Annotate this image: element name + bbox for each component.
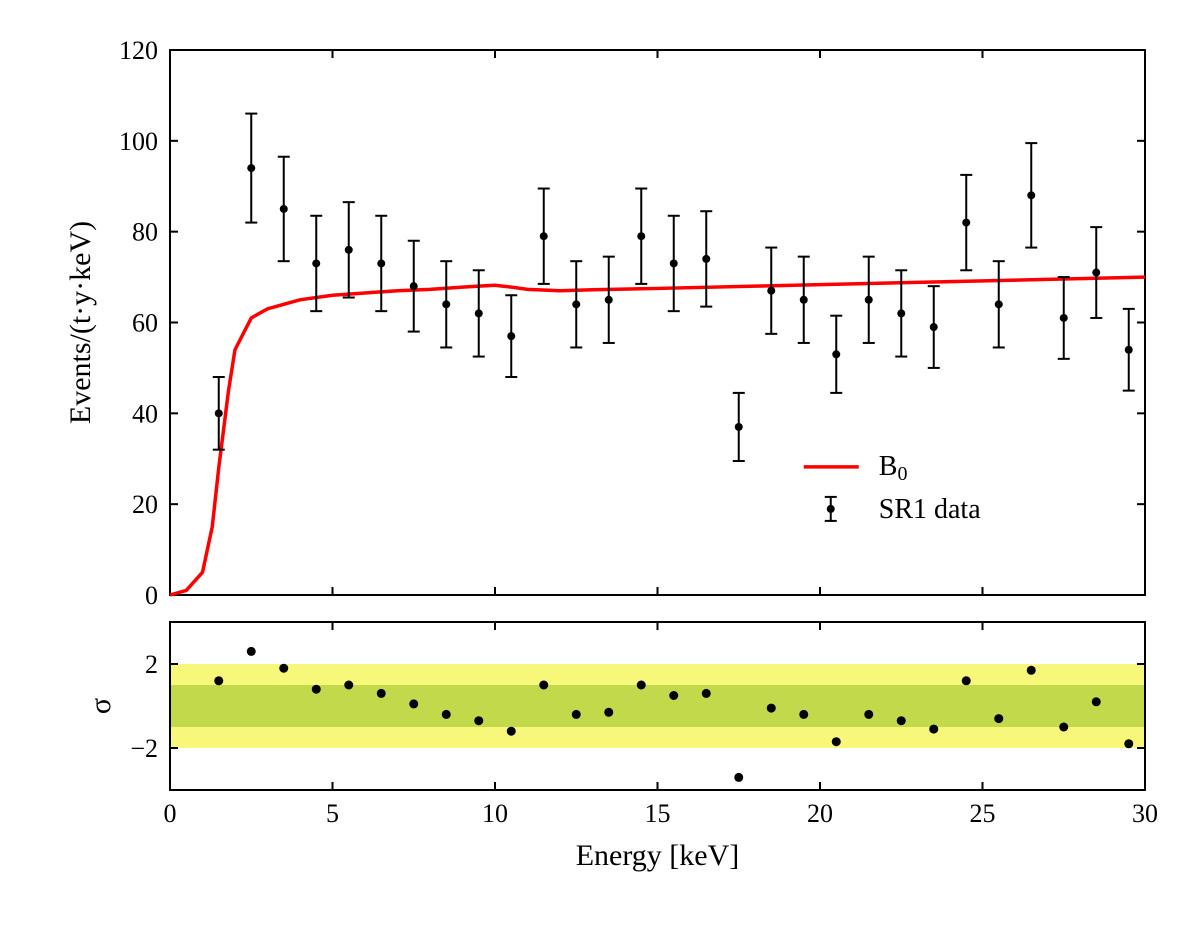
residual-point xyxy=(474,716,483,725)
chart-svg: 020406080100120Events/(t·y·keV)B0SR1 dat… xyxy=(0,0,1200,941)
residual-point xyxy=(604,708,613,717)
data-point xyxy=(507,332,515,340)
data-point xyxy=(312,259,320,267)
data-point xyxy=(832,350,840,358)
svg-text:20: 20 xyxy=(132,490,158,519)
residual-point xyxy=(929,725,938,734)
residual-point xyxy=(962,676,971,685)
residual-point xyxy=(767,704,776,713)
legend-b0: B0 xyxy=(879,451,908,485)
data-point xyxy=(410,282,418,290)
residual-point xyxy=(799,710,808,719)
data-point xyxy=(1092,269,1100,277)
data-point xyxy=(605,296,613,304)
x-axis-label: Energy [keV] xyxy=(576,839,740,872)
svg-text:30: 30 xyxy=(1132,799,1158,828)
data-point xyxy=(865,296,873,304)
svg-text:0: 0 xyxy=(164,799,177,828)
svg-text:Events/(t·y·keV): Events/(t·y·keV) xyxy=(64,221,97,424)
data-point xyxy=(670,259,678,267)
residual-point xyxy=(279,664,288,673)
residual-point xyxy=(897,716,906,725)
svg-text:σ: σ xyxy=(84,698,117,714)
residual-point xyxy=(669,691,678,700)
svg-text:40: 40 xyxy=(132,399,158,428)
residual-point xyxy=(539,681,548,690)
residual-point xyxy=(1027,666,1036,675)
residual-point xyxy=(832,737,841,746)
svg-text:10: 10 xyxy=(482,799,508,828)
svg-text:80: 80 xyxy=(132,218,158,247)
residual-point xyxy=(377,689,386,698)
data-point xyxy=(475,309,483,317)
residual-point xyxy=(734,773,743,782)
data-point xyxy=(767,287,775,295)
residual-point xyxy=(344,681,353,690)
legend-sr1: SR1 data xyxy=(879,494,981,525)
residual-point xyxy=(1124,739,1133,748)
data-point xyxy=(215,409,223,417)
data-point xyxy=(962,219,970,227)
residual-point xyxy=(994,714,1003,723)
data-point xyxy=(1125,346,1133,354)
data-point xyxy=(637,232,645,240)
data-point xyxy=(377,259,385,267)
data-point xyxy=(1060,314,1068,322)
svg-text:100: 100 xyxy=(119,127,158,156)
svg-text:2: 2 xyxy=(145,650,158,679)
residual-point xyxy=(1059,723,1068,732)
svg-text:−2: −2 xyxy=(130,734,158,763)
residual-point xyxy=(637,681,646,690)
data-point xyxy=(702,255,710,263)
data-point xyxy=(280,205,288,213)
svg-text:5: 5 xyxy=(326,799,339,828)
chart-container: 020406080100120Events/(t·y·keV)B0SR1 dat… xyxy=(0,0,1200,941)
data-point xyxy=(897,309,905,317)
data-point xyxy=(800,296,808,304)
svg-text:20: 20 xyxy=(807,799,833,828)
data-point xyxy=(930,323,938,331)
data-point xyxy=(572,300,580,308)
residual-point xyxy=(864,710,873,719)
residual-point xyxy=(507,727,516,736)
residual-point xyxy=(214,676,223,685)
data-point xyxy=(1027,191,1035,199)
residual-point xyxy=(409,699,418,708)
residual-point xyxy=(312,685,321,694)
data-point xyxy=(345,246,353,254)
svg-text:15: 15 xyxy=(645,799,671,828)
svg-text:25: 25 xyxy=(970,799,996,828)
residual-point xyxy=(572,710,581,719)
residual-point xyxy=(442,710,451,719)
residual-point xyxy=(247,647,256,656)
svg-text:0: 0 xyxy=(145,581,158,610)
data-point xyxy=(540,232,548,240)
data-point xyxy=(247,164,255,172)
data-point xyxy=(442,300,450,308)
data-point xyxy=(995,300,1003,308)
residual-point xyxy=(1092,697,1101,706)
residual-point xyxy=(702,689,711,698)
data-point xyxy=(735,423,743,431)
svg-text:60: 60 xyxy=(132,309,158,338)
svg-text:120: 120 xyxy=(119,36,158,65)
